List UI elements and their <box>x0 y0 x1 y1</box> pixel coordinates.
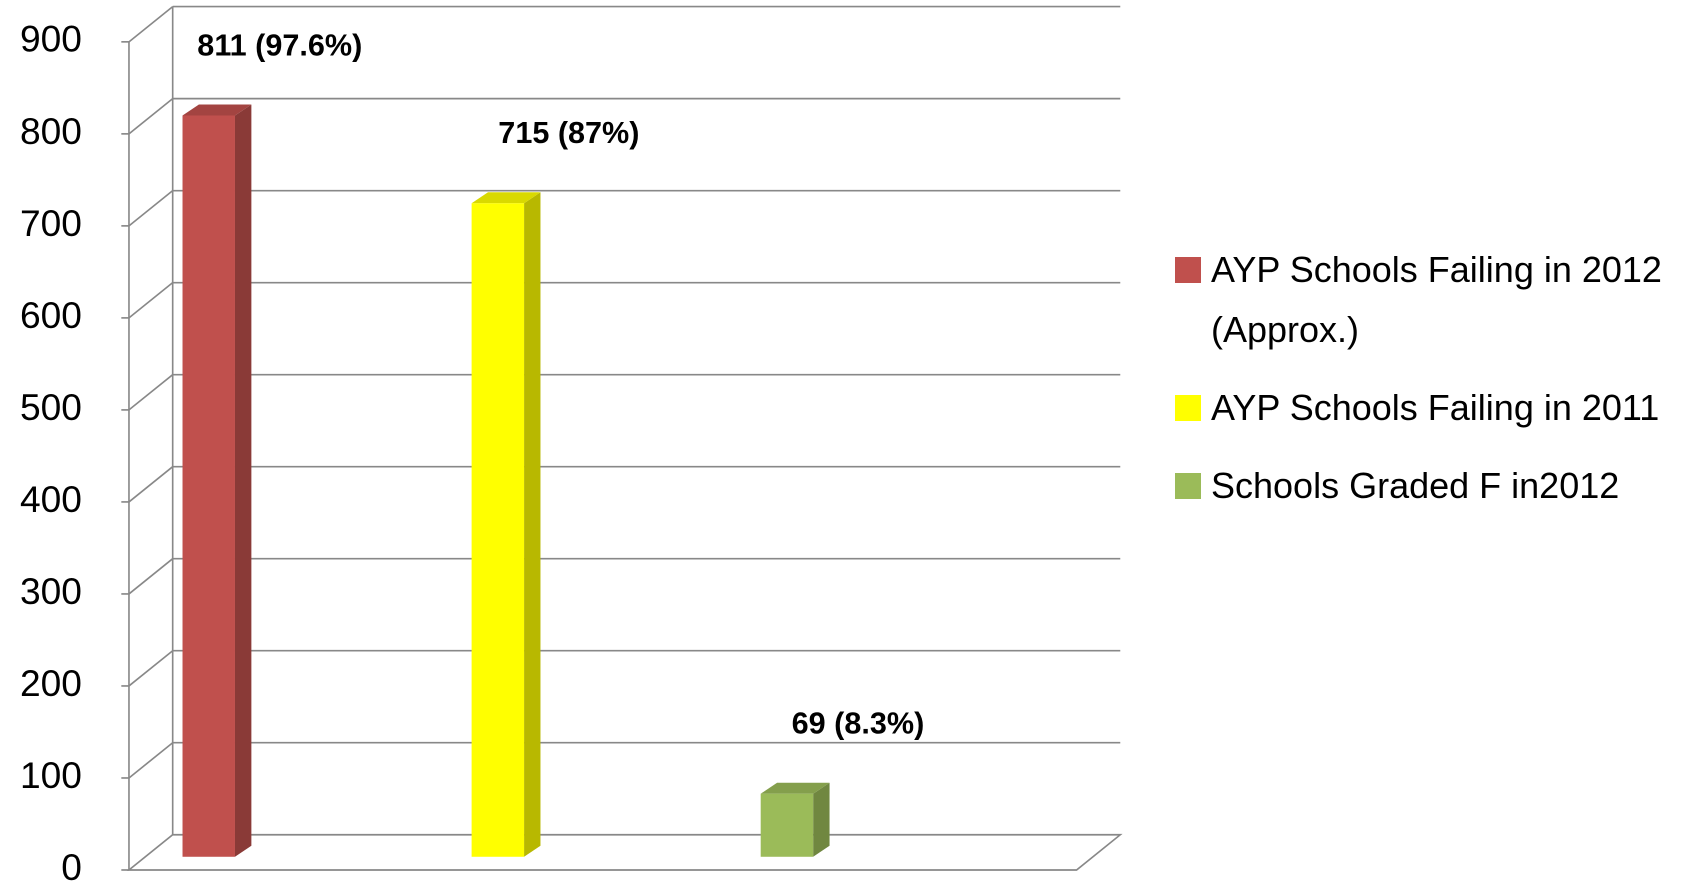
y-tick-label: 200 <box>20 662 82 704</box>
legend-label: AYP Schools Failing in 2011 <box>1211 387 1660 428</box>
bar-side <box>234 104 252 857</box>
bar-top <box>760 782 830 794</box>
floor <box>126 833 1123 871</box>
bar-side <box>524 192 541 857</box>
legend-label: Schools Graded F in2012 <box>1211 465 1620 506</box>
grid-line <box>128 650 174 687</box>
grid-line <box>128 189 174 227</box>
legend-item: AYP Schools Failing in 2011 <box>1175 378 1695 438</box>
grid-line <box>128 558 174 595</box>
bar <box>471 203 525 857</box>
y-tick-label: 500 <box>20 386 82 428</box>
legend-item: Schools Graded F in2012 <box>1175 456 1695 516</box>
y-tick-label: 400 <box>20 478 82 520</box>
data-label: 69 (8.3%) <box>792 705 925 740</box>
y-tick-label: 100 <box>20 754 82 796</box>
legend-swatch <box>1175 395 1201 421</box>
y-tick-label: 900 <box>20 18 82 60</box>
legend-item: AYP Schools Failing in 2012 (Approx.) <box>1175 240 1695 360</box>
grid-line <box>128 466 174 503</box>
y-tick-label: 800 <box>20 110 82 152</box>
grid-line <box>128 742 174 779</box>
legend-swatch <box>1175 473 1201 499</box>
grid-line <box>128 282 174 319</box>
legend-label: AYP Schools Failing in 2012 (Approx.) <box>1211 249 1662 350</box>
bar <box>182 115 235 857</box>
y-tick-label: 700 <box>20 202 82 244</box>
y-tick-label: 300 <box>20 570 82 612</box>
legend: AYP Schools Failing in 2012 (Approx.) AYP… <box>1175 240 1695 534</box>
data-label: 811 (97.6%) <box>197 27 362 62</box>
y-tick-label: 600 <box>20 294 82 336</box>
bar-top <box>182 104 252 116</box>
y-tick-label: 0 <box>61 846 82 881</box>
data-label: 715 (87%) <box>498 115 639 150</box>
bar-top <box>471 192 541 204</box>
bar-side <box>813 782 830 857</box>
bar <box>760 793 814 857</box>
grid-line <box>128 5 174 43</box>
legend-swatch <box>1175 257 1201 283</box>
grid-line <box>128 374 174 411</box>
grid-line <box>128 97 174 135</box>
